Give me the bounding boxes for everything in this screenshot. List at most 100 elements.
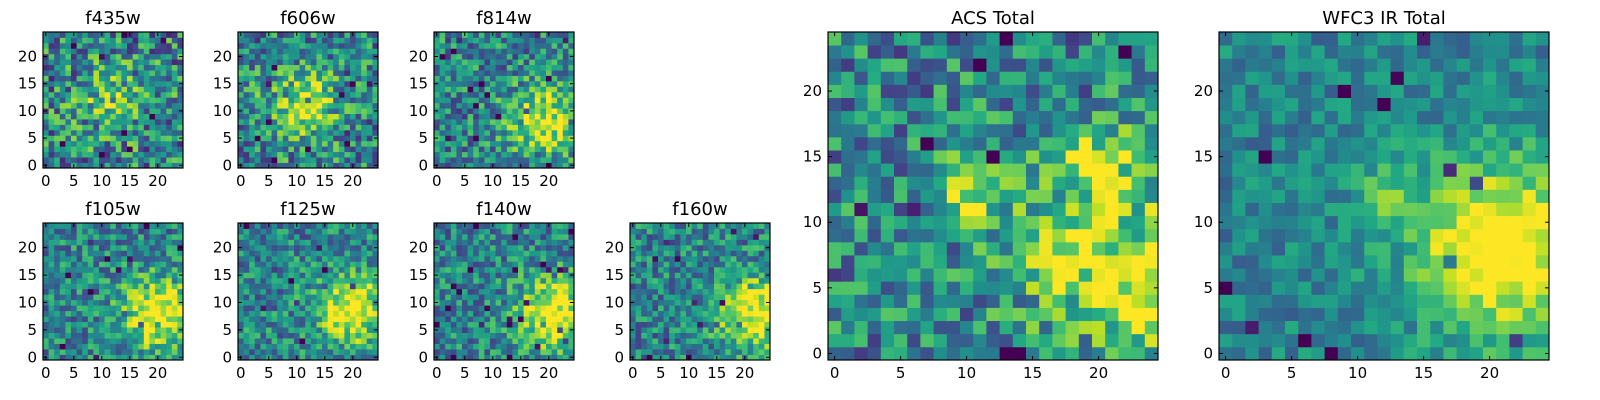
x-tick-label: 15 [315,364,334,382]
heatmap-cell [271,157,278,163]
heatmap-cell [160,102,167,109]
heatmap-cell [87,80,94,87]
heatmap-cell [54,349,61,355]
heatmap-cell [260,119,267,125]
heatmap-cell [355,343,362,350]
heatmap-cell [327,316,334,323]
heatmap-cell [854,255,868,269]
heatmap-cell [305,272,312,279]
heatmap-cell [249,343,256,350]
heatmap-cell [960,202,974,217]
heatmap-cell [568,261,575,268]
heatmap-cell [534,277,541,284]
heatmap-cell [714,255,720,262]
heatmap-cell [686,266,692,273]
heatmap-cell [630,261,636,268]
heatmap-cell [551,349,558,355]
heatmap-cell [361,321,368,328]
heatmap-cell [366,310,373,317]
heatmap-cell [960,241,974,256]
heatmap-cell [697,321,704,328]
heatmap-cell [338,305,345,312]
heatmap-cell [277,354,284,361]
heatmap-cell [322,70,328,76]
heatmap-cell [445,129,452,136]
heatmap-cell [534,97,541,104]
heatmap-cell [730,343,737,350]
heatmap-cell [138,108,145,114]
heatmap-cell [434,42,440,49]
heatmap-cell [115,140,122,147]
heatmap-cell [999,241,1014,256]
heatmap-cell [266,305,272,312]
heatmap-cell [93,140,100,147]
heatmap-cell [350,277,356,284]
heatmap-cell [546,146,552,153]
heatmap-cell [730,277,737,284]
heatmap-cell [271,299,278,306]
heatmap-cell [506,53,513,60]
heatmap-cell [635,233,642,240]
y-tick-label: 5 [222,129,232,147]
heatmap-cell [166,86,173,93]
heatmap-cell [355,119,362,125]
heatmap-cell [523,250,530,257]
heatmap-cell [501,135,508,142]
heatmap-cell [350,135,356,142]
heatmap-cell [753,261,760,268]
heatmap-cell [841,294,855,308]
heatmap-cell [568,277,575,284]
heatmap-cell [546,108,552,114]
heatmap-cell [355,338,362,344]
heatmap-cell [322,327,328,333]
heatmap-cell [82,102,89,109]
heatmap-cell [249,124,256,131]
heatmap-cell [1052,320,1066,335]
heatmap-cell [366,250,373,257]
heatmap-cell [523,113,530,120]
heatmap-cell [439,288,446,295]
y-tick-label: 10 [213,102,232,120]
heatmap-cell [87,239,94,246]
heatmap-cell [562,228,569,235]
heatmap-cell [322,316,328,323]
heatmap-cell [512,244,519,251]
heatmap-cell [478,75,485,82]
heatmap-cell [828,307,842,322]
x-tick-label: 20 [539,172,558,190]
heatmap-cell [277,102,284,109]
heatmap-cell [456,42,463,49]
heatmap-cell [456,59,463,66]
heatmap-cell [71,277,77,284]
heatmap-cell [742,277,748,284]
heatmap-cell [880,320,895,335]
heatmap-cell [327,102,334,109]
heatmap-cell [557,338,564,344]
heatmap-cell [121,124,128,131]
heatmap-cell [93,261,100,268]
heatmap-cell [1039,202,1053,217]
heatmap-cell [506,266,513,273]
heatmap-cell [512,42,519,49]
heatmap-cell [434,233,440,240]
heatmap-cell [143,59,150,66]
heatmap-cell [946,150,961,164]
heatmap-cell [501,113,508,120]
heatmap-cell [344,75,351,82]
heatmap-cell [333,343,340,350]
heatmap-cell [546,75,552,82]
heatmap-cell [104,228,111,235]
heatmap-cell [529,272,536,279]
heatmap-cell [534,343,541,350]
heatmap-cell [110,283,117,290]
heatmap-cell [523,53,530,60]
heatmap-cell [149,294,156,301]
heatmap-cell [355,332,362,339]
heatmap-cell [646,305,653,312]
heatmap-cell [177,119,184,125]
heatmap-cell [344,277,351,284]
heatmap-cell [680,343,687,350]
heatmap-cell [960,346,974,361]
heatmap-cell [54,327,61,333]
heatmap-cell [361,70,368,76]
